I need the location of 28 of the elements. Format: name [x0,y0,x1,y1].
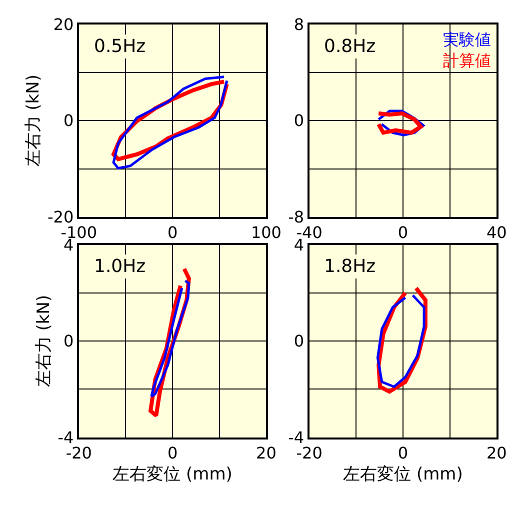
y-tick-label: -4 [58,428,74,447]
x-tick-label: 20 [486,443,507,462]
y-tick-label: -4 [288,428,304,447]
annotation: 1.8Hz [324,256,376,277]
x-tick-label: 20 [256,443,276,462]
y-tick-label: 0 [294,111,304,130]
annotation: 1.0Hz [94,256,146,277]
line-series [376,294,426,388]
x-axis-title: 左右変位 (mm) [112,464,232,484]
y-axis-title: 左右力 (kN) [24,74,44,167]
y-tick-label: 0 [63,111,74,130]
x-tick-label: 100 [250,223,282,242]
annotation: 0.8Hz [324,36,376,57]
y-tick-label: 0 [294,332,304,351]
x-tick-label: 40 [486,223,507,242]
y-tick-label: -8 [288,207,304,226]
x-tick-label: 0 [167,223,178,242]
y-axis-title: 左右力 (kN) [34,294,54,388]
x-tick-label: 0 [398,443,408,462]
x-tick-label: 0 [167,443,178,462]
y-tick-label: 0 [63,332,74,351]
line-series [150,280,190,398]
y-tick-label: 8 [294,15,304,34]
x-tick-label: 0 [398,223,408,242]
annotation: 0.5Hz [94,36,146,57]
y-tick-label: -20 [48,207,74,226]
y-tick-label: 20 [53,15,74,34]
x-axis-title: 左右変位 (mm) [343,464,463,484]
